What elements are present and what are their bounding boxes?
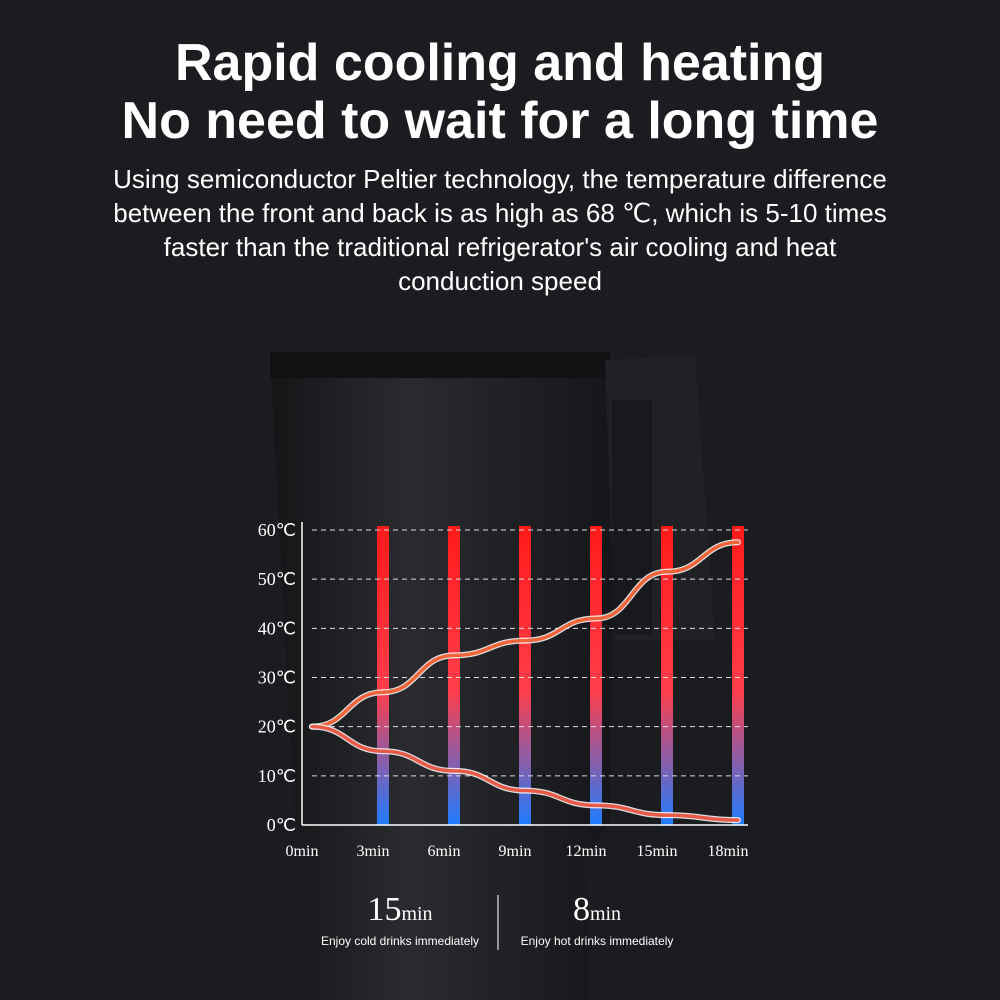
x-tick-label: 15min	[637, 843, 678, 860]
y-tick-label: 10℃	[258, 766, 296, 786]
time-bar	[732, 526, 744, 825]
time-bar	[448, 526, 460, 825]
x-tick-label: 18min	[708, 843, 749, 860]
y-tick-label: 0℃	[267, 815, 296, 835]
stat-unit: min	[590, 903, 621, 925]
description: between the front and back is as high as…	[113, 198, 887, 228]
stat-value: 15min	[367, 891, 432, 928]
x-tick-label: 9min	[499, 843, 532, 860]
title: No need to wait for a long time	[122, 92, 879, 150]
time-bar	[590, 526, 602, 825]
line	[310, 724, 740, 822]
stat-caption: Enjoy hot drinks immediately	[521, 934, 674, 948]
time-bar	[377, 526, 389, 825]
chart: 0min 3min 6min 9min 12min 15min 18min 0℃ 10℃ 20℃ 3…	[258, 520, 749, 860]
y-tick-label: 60℃	[258, 520, 296, 540]
title: Rapid cooling and heating	[175, 34, 825, 92]
stat-number: 15	[367, 891, 401, 928]
stat-number: 8	[573, 891, 590, 928]
time-bar	[661, 526, 673, 825]
y-tick-label: 40℃	[258, 618, 296, 638]
time-bar	[519, 526, 531, 825]
stat-unit: min	[401, 903, 432, 925]
x-tick-label: 0min	[286, 843, 319, 860]
y-tick-label: 50℃	[258, 569, 296, 589]
stat-caption: Enjoy cold drinks immediately	[321, 934, 479, 948]
description: conduction speed	[398, 266, 602, 296]
stat-value: 8min	[573, 891, 621, 928]
y-tick-label: 30℃	[258, 668, 296, 688]
line	[310, 540, 740, 729]
x-tick-label: 3min	[357, 843, 390, 860]
x-tick-label: 6min	[428, 843, 461, 860]
description: Using semiconductor Peltier technology, …	[113, 164, 887, 194]
description: faster than the traditional refrigerator…	[164, 232, 837, 262]
x-tick-label: 12min	[566, 843, 607, 860]
y-tick-label: 20℃	[258, 717, 296, 737]
